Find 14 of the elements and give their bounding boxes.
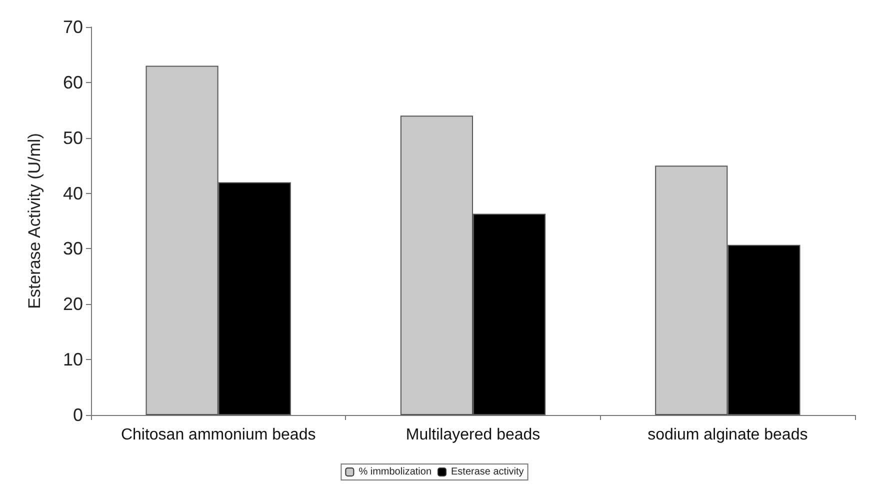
y-axis-title: Esterase Activity (U/ml) [25, 133, 44, 309]
x-tick-label: Multilayered beads [406, 426, 540, 444]
legend-label: % immbolization [358, 466, 432, 478]
y-tick-label: 30 [62, 238, 83, 259]
x-tick-label: Chitosan ammonium beads [120, 426, 316, 444]
legend-label: Esterase activity [451, 466, 524, 478]
y-tick-label: 60 [62, 72, 83, 92]
x-tick-label: sodium alginate beads [648, 426, 808, 444]
y-tick-label: 70 [62, 17, 83, 37]
y-tick-label: 0 [72, 405, 83, 425]
y-tick-label: 10 [62, 350, 83, 370]
y-tick-label: 20 [62, 294, 83, 314]
y-tick-label: 40 [62, 183, 83, 204]
y-tick-label: 50 [62, 128, 83, 148]
